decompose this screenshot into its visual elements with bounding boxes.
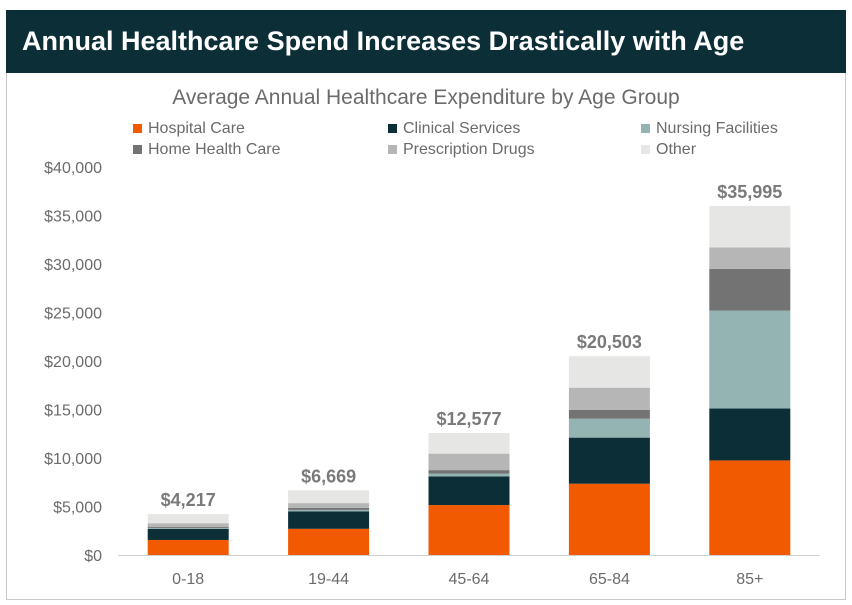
bar-segment bbox=[709, 310, 791, 409]
bar-segment bbox=[568, 409, 650, 419]
y-axis: $0 $5,000 $10,000 $15,000 $20,000 $25,000 $30,… bbox=[44, 160, 102, 565]
total-label: $6,669 bbox=[301, 466, 356, 486]
bar-segment bbox=[147, 528, 229, 529]
bar-segment bbox=[147, 539, 229, 555]
bar-segment bbox=[428, 473, 510, 477]
y-tick-label: $25,000 bbox=[44, 306, 102, 323]
bar-segment bbox=[288, 503, 370, 508]
legend-entry: Hospital Care bbox=[148, 120, 245, 137]
total-label: $20,503 bbox=[577, 332, 642, 352]
legend-entry: Prescription Drugs bbox=[403, 141, 535, 158]
y-tick-label: $40,000 bbox=[44, 160, 102, 177]
bar-segment bbox=[428, 505, 510, 555]
legend-entry: Home Health Care bbox=[148, 141, 281, 158]
x-tick-label: 0-18 bbox=[172, 571, 204, 588]
x-axis: 0-18 19-44 45-64 65-84 85+ bbox=[118, 555, 820, 588]
bar-segment bbox=[288, 490, 370, 504]
page-title: Annual Healthcare Spend Increases Drasti… bbox=[22, 26, 745, 56]
bar-segment bbox=[709, 205, 791, 248]
legend-swatch bbox=[641, 124, 650, 133]
total-label: $12,577 bbox=[436, 409, 501, 429]
bar-segment bbox=[428, 453, 510, 471]
y-tick-label: $5,000 bbox=[53, 500, 102, 517]
chart-title: Average Annual Healthcare Expenditure by… bbox=[172, 86, 679, 109]
x-tick-label: 85+ bbox=[736, 571, 763, 588]
bar-segment bbox=[428, 470, 510, 474]
y-tick-label: $35,000 bbox=[44, 209, 102, 226]
legend: Hospital Care Clinical Services Nursing Fa… bbox=[133, 120, 778, 158]
header-bar: Annual Healthcare Spend Increases Drasti… bbox=[6, 10, 846, 73]
x-tick-label: 19-44 bbox=[308, 571, 349, 588]
bar-segment bbox=[568, 418, 650, 438]
total-label: $4,217 bbox=[161, 490, 216, 510]
bar-segment bbox=[709, 247, 791, 269]
bar-segment bbox=[147, 528, 229, 540]
legend-swatch bbox=[133, 145, 142, 154]
bar-segment bbox=[288, 511, 370, 529]
x-tick-label: 45-64 bbox=[449, 571, 490, 588]
bar-segment bbox=[568, 387, 650, 410]
total-label: $35,995 bbox=[717, 182, 782, 202]
legend-entry: Nursing Facilities bbox=[656, 120, 778, 137]
y-tick-label: $15,000 bbox=[44, 403, 102, 420]
chart-frame bbox=[6, 73, 846, 600]
y-tick-label: $10,000 bbox=[44, 451, 102, 468]
y-tick-label: $0 bbox=[84, 548, 102, 565]
bar-segment bbox=[709, 460, 791, 555]
y-tick-label: $30,000 bbox=[44, 257, 102, 274]
bar-segment bbox=[288, 509, 370, 512]
y-tick-label: $20,000 bbox=[44, 354, 102, 371]
legend-entry: Clinical Services bbox=[403, 120, 520, 137]
bar-segment bbox=[147, 527, 229, 529]
bar-segment bbox=[428, 476, 510, 506]
bar-segment bbox=[428, 433, 510, 454]
bar-segment bbox=[147, 523, 229, 528]
legend-swatch bbox=[133, 124, 142, 133]
bar-segment bbox=[709, 408, 791, 461]
bars bbox=[147, 205, 791, 555]
legend-swatch bbox=[388, 124, 397, 133]
bar-segment bbox=[147, 514, 229, 524]
bar-segment bbox=[709, 268, 791, 311]
bar-segment bbox=[568, 483, 650, 555]
legend-swatch bbox=[388, 145, 397, 154]
bar-segment bbox=[568, 437, 650, 484]
total-labels: $4,217 $6,669 $12,577 $20,503 $35,995 bbox=[161, 182, 783, 510]
x-tick-label: 65-84 bbox=[589, 571, 630, 588]
bar-segment bbox=[568, 356, 650, 388]
legend-entry: Other bbox=[656, 141, 697, 158]
legend-swatch bbox=[641, 145, 650, 154]
bar-segment bbox=[288, 528, 370, 555]
bar-segment bbox=[288, 507, 370, 510]
